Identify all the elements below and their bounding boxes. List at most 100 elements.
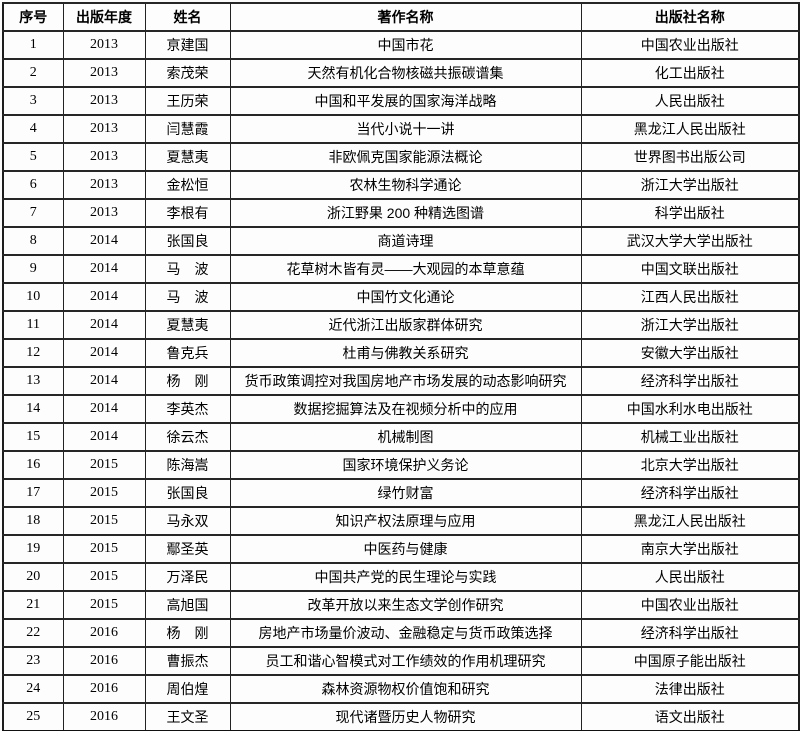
cell-year: 2015 — [62, 478, 146, 508]
cell-year: 2016 — [62, 618, 146, 648]
cell-index: 14 — [2, 394, 64, 424]
table-row: 22 2016 杨 刚 房地产市场量价波动、金融稳定与货币政策选择 经济科学出版… — [2, 618, 800, 648]
cell-year: 2014 — [62, 422, 146, 452]
table-row: 14 2014 李英杰 数据挖掘算法及在视频分析中的应用 中国水利水电出版社 — [2, 394, 800, 424]
cell-publisher: 浙江大学出版社 — [580, 170, 800, 200]
cell-year: 2013 — [62, 114, 146, 144]
cell-year: 2013 — [62, 30, 146, 60]
cell-publisher: 黑龙江人民出版社 — [580, 114, 800, 144]
cell-title: 现代诸暨历史人物研究 — [229, 702, 582, 731]
table-row: 18 2015 马永双 知识产权法原理与应用 黑龙江人民出版社 — [2, 506, 800, 536]
cell-name: 陈海嵩 — [144, 450, 231, 480]
cell-name: 李英杰 — [144, 394, 231, 424]
cell-index: 19 — [2, 534, 64, 564]
cell-title: 中国市花 — [229, 30, 582, 60]
cell-publisher: 人民出版社 — [580, 86, 800, 116]
cell-name: 王历荣 — [144, 86, 231, 116]
cell-name: 张国良 — [144, 226, 231, 256]
cell-publisher: 江西人民出版社 — [580, 282, 800, 312]
cell-year: 2014 — [62, 282, 146, 312]
cell-name: 杨 刚 — [144, 366, 231, 396]
table-row: 21 2015 高旭国 改革开放以来生态文学创作研究 中国农业出版社 — [2, 590, 800, 620]
table-row: 17 2015 张国良 绿竹财富 经济科学出版社 — [2, 478, 800, 508]
cell-index: 6 — [2, 170, 64, 200]
cell-name: 张国良 — [144, 478, 231, 508]
cell-index: 13 — [2, 366, 64, 396]
cell-name: 徐云杰 — [144, 422, 231, 452]
cell-title: 机械制图 — [229, 422, 582, 452]
cell-index: 4 — [2, 114, 64, 144]
table-row: 2 2013 索茂荣 天然有机化合物核磁共振碳谱集 化工出版社 — [2, 58, 800, 88]
cell-index: 17 — [2, 478, 64, 508]
cell-publisher: 南京大学出版社 — [580, 534, 800, 564]
cell-index: 15 — [2, 422, 64, 452]
cell-title: 花草树木皆有灵——大观园的本草意蕴 — [229, 254, 582, 284]
cell-publisher: 世界图书出版公司 — [580, 142, 800, 172]
cell-title: 近代浙江出版家群体研究 — [229, 310, 582, 340]
cell-name: 李根有 — [144, 198, 231, 228]
table-row: 25 2016 王文圣 现代诸暨历史人物研究 语文出版社 — [2, 702, 800, 731]
cell-title: 国家环境保护义务论 — [229, 450, 582, 480]
cell-title: 商道诗理 — [229, 226, 582, 256]
cell-publisher: 科学出版社 — [580, 198, 800, 228]
cell-year: 2014 — [62, 226, 146, 256]
col-header-year: 出版年度 — [62, 2, 146, 32]
cell-index: 8 — [2, 226, 64, 256]
cell-name: 高旭国 — [144, 590, 231, 620]
cell-name: 闫慧霞 — [144, 114, 231, 144]
header-row: 序号 出版年度 姓名 著作名称 出版社名称 — [2, 2, 800, 32]
table-row: 24 2016 周伯煌 森林资源物权价值饱和研究 法律出版社 — [2, 674, 800, 704]
cell-year: 2013 — [62, 58, 146, 88]
cell-title: 天然有机化合物核磁共振碳谱集 — [229, 58, 582, 88]
cell-name: 曹振杰 — [144, 646, 231, 676]
table-row: 8 2014 张国良 商道诗理 武汉大学大学出版社 — [2, 226, 800, 256]
cell-title: 当代小说十一讲 — [229, 114, 582, 144]
cell-publisher: 机械工业出版社 — [580, 422, 800, 452]
cell-name: 马 波 — [144, 254, 231, 284]
cell-index: 24 — [2, 674, 64, 704]
cell-year: 2014 — [62, 394, 146, 424]
cell-year: 2016 — [62, 674, 146, 704]
col-header-publisher: 出版社名称 — [580, 2, 800, 32]
cell-title: 改革开放以来生态文学创作研究 — [229, 590, 582, 620]
cell-publisher: 语文出版社 — [580, 702, 800, 731]
cell-title: 知识产权法原理与应用 — [229, 506, 582, 536]
cell-year: 2013 — [62, 198, 146, 228]
cell-year: 2013 — [62, 170, 146, 200]
table-row: 11 2014 夏慧夷 近代浙江出版家群体研究 浙江大学出版社 — [2, 310, 800, 340]
cell-title: 农林生物科学通论 — [229, 170, 582, 200]
cell-index: 22 — [2, 618, 64, 648]
cell-index: 21 — [2, 590, 64, 620]
cell-index: 25 — [2, 702, 64, 731]
table-row: 12 2014 鲁克兵 杜甫与佛教关系研究 安徽大学出版社 — [2, 338, 800, 368]
cell-publisher: 武汉大学大学出版社 — [580, 226, 800, 256]
cell-publisher: 中国水利水电出版社 — [580, 394, 800, 424]
table-row: 1 2013 亰建国 中国市花 中国农业出版社 — [2, 30, 800, 60]
cell-name: 马 波 — [144, 282, 231, 312]
cell-publisher: 人民出版社 — [580, 562, 800, 592]
cell-year: 2014 — [62, 254, 146, 284]
table-row: 3 2013 王历荣 中国和平发展的国家海洋战略 人民出版社 — [2, 86, 800, 116]
cell-index: 12 — [2, 338, 64, 368]
table-row: 23 2016 曹振杰 员工和谐心智模式对工作绩效的作用机理研究 中国原子能出版… — [2, 646, 800, 676]
cell-title: 森林资源物权价值饱和研究 — [229, 674, 582, 704]
cell-index: 16 — [2, 450, 64, 480]
cell-title: 员工和谐心智模式对工作绩效的作用机理研究 — [229, 646, 582, 676]
cell-year: 2013 — [62, 142, 146, 172]
cell-publisher: 中国农业出版社 — [580, 30, 800, 60]
cell-year: 2015 — [62, 562, 146, 592]
cell-title: 中医药与健康 — [229, 534, 582, 564]
cell-year: 2013 — [62, 86, 146, 116]
cell-index: 7 — [2, 198, 64, 228]
cell-title: 数据挖掘算法及在视频分析中的应用 — [229, 394, 582, 424]
cell-year: 2015 — [62, 450, 146, 480]
cell-name: 万泽民 — [144, 562, 231, 592]
cell-name: 王文圣 — [144, 702, 231, 731]
cell-title: 中国和平发展的国家海洋战略 — [229, 86, 582, 116]
cell-index: 2 — [2, 58, 64, 88]
cell-year: 2014 — [62, 338, 146, 368]
cell-index: 20 — [2, 562, 64, 592]
cell-publisher: 安徽大学出版社 — [580, 338, 800, 368]
cell-index: 3 — [2, 86, 64, 116]
cell-publisher: 化工出版社 — [580, 58, 800, 88]
